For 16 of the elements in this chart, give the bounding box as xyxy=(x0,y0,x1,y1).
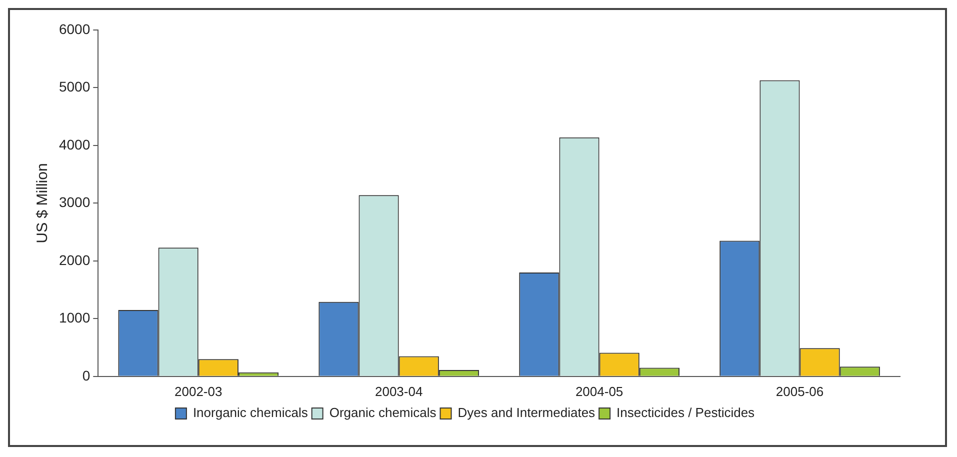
y-tick-label: 6000 xyxy=(58,20,90,37)
y-tick-label: 4000 xyxy=(58,136,90,152)
legend-label: Organic chemicals xyxy=(329,405,437,420)
x-tick-label: 2004-05 xyxy=(575,384,624,399)
x-tick-label: 2005-06 xyxy=(776,384,824,399)
legend-label: Inorganic chemicals xyxy=(192,405,308,420)
y-tick-label: 0 xyxy=(82,367,90,384)
y-tick-label: 3000 xyxy=(58,194,90,210)
legend-label: Dyes and Intermediates xyxy=(458,405,596,420)
legend-label: Insecticides / Pesticides xyxy=(616,405,756,420)
y-tick-label: 5000 xyxy=(58,78,90,95)
x-tick-label: 2002-03 xyxy=(174,384,222,399)
y-tick-label: 2000 xyxy=(58,252,90,268)
y-axis-title: US $ Million xyxy=(34,163,52,244)
x-tick-label: 2003-04 xyxy=(374,384,423,399)
y-tick-label: 1000 xyxy=(58,310,90,326)
